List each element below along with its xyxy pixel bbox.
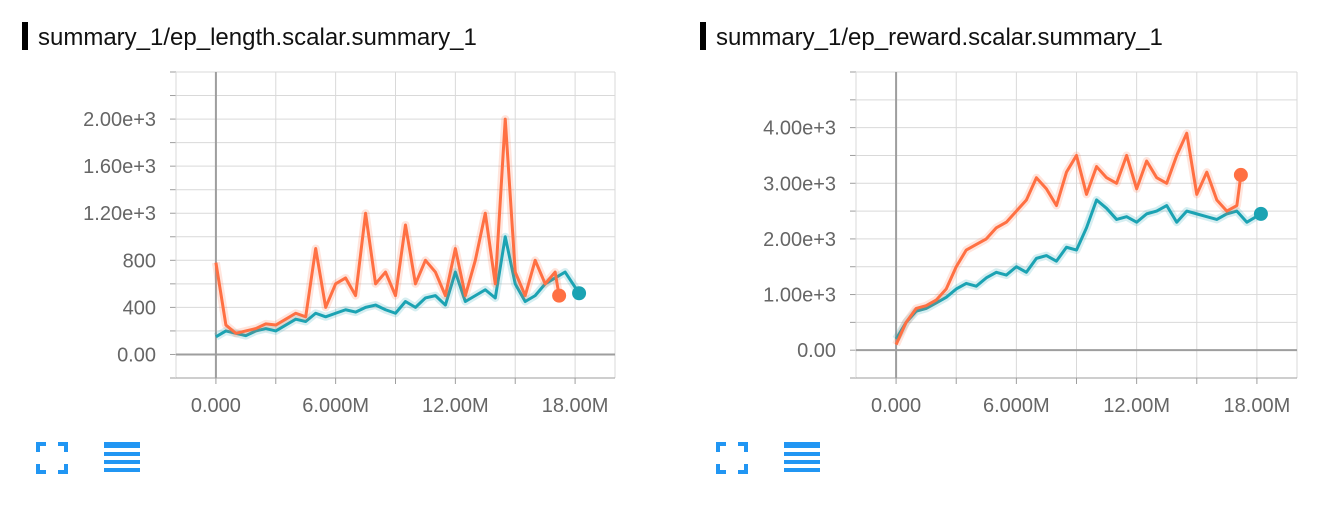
x-tick-label: 18.00M <box>542 395 609 417</box>
x-tick-label: 0.000 <box>871 395 921 417</box>
x-tick-label: 0.000 <box>191 395 241 417</box>
y-tick-label: 3.00e+3 <box>763 173 836 195</box>
toggle-data-button[interactable] <box>784 440 820 476</box>
fullscreen-icon <box>36 442 68 474</box>
y-tick-label: 4.00e+3 <box>763 118 836 140</box>
series-line <box>894 131 1243 346</box>
chart-card-ep-reward: summary_1/ep_reward.scalar.summary_1 0.0… <box>680 0 1320 512</box>
x-tick-label: 18.00M <box>1224 395 1291 417</box>
fullscreen-button[interactable] <box>34 440 70 476</box>
y-tick-label: 0.00 <box>797 340 836 362</box>
series-end-marker <box>1233 167 1248 182</box>
chart-title: summary_1/ep_length.scalar.summary_1 <box>22 22 477 52</box>
series-end-marker <box>1253 206 1268 221</box>
series-line <box>894 198 1262 340</box>
fullscreen-icon <box>716 442 748 474</box>
y-tick-label: 2.00e+3 <box>83 109 156 131</box>
y-tick-label: 1.20e+3 <box>83 203 156 225</box>
x-tick-label: 6.000M <box>302 395 369 417</box>
y-tick-label: 2.00e+3 <box>763 229 836 251</box>
chart-title: summary_1/ep_reward.scalar.summary_1 <box>700 22 1163 52</box>
series-end-marker <box>572 286 587 301</box>
list-lines-icon <box>784 442 820 472</box>
series-end-marker <box>552 288 567 303</box>
x-tick-label: 6.000M <box>983 395 1050 417</box>
y-tick-label: 1.60e+3 <box>83 156 156 178</box>
series-line <box>214 117 561 335</box>
y-tick-label: 400 <box>123 297 156 319</box>
y-tick-label: 0.00 <box>117 344 156 366</box>
toggle-data-button[interactable] <box>104 440 140 476</box>
y-tick-label: 800 <box>123 250 156 272</box>
chart-card-ep-length: summary_1/ep_length.scalar.summary_1 0.0… <box>0 0 640 512</box>
ep-length-plot[interactable]: 0.000 6.000M 12.00M 18.00M 0.00 400 800 1.20e+3… <box>0 0 640 430</box>
x-tick-label: 12.00M <box>1103 395 1170 417</box>
ep-reward-plot[interactable]: 0.000 6.000M 12.00M 18.00M 0.00 1.00e+3 2.00e+… <box>680 0 1320 430</box>
x-tick-label: 12.00M <box>422 395 489 417</box>
fullscreen-button[interactable] <box>714 440 750 476</box>
series-line <box>215 235 581 339</box>
y-tick-label: 1.00e+3 <box>763 285 836 307</box>
list-lines-icon <box>104 442 140 472</box>
